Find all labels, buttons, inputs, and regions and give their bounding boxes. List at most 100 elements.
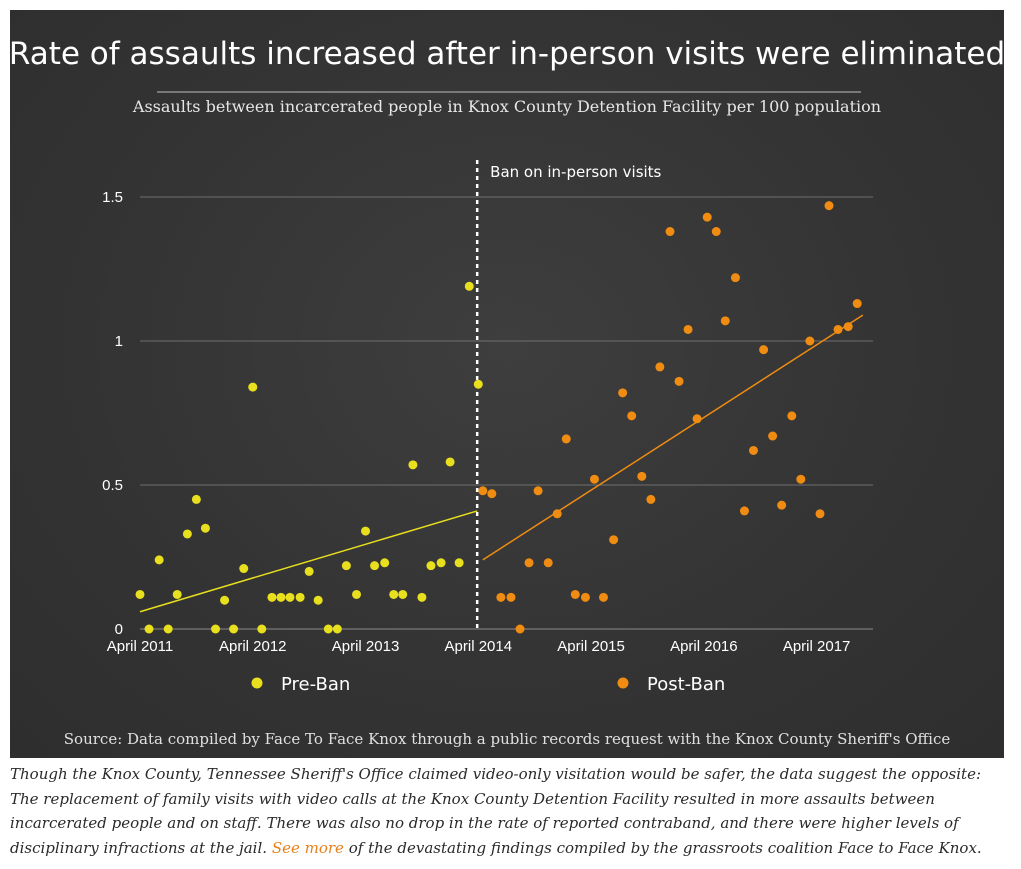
data-point — [436, 558, 446, 568]
data-point — [598, 592, 608, 602]
data-point — [833, 324, 843, 334]
data-point — [229, 624, 239, 634]
data-point — [182, 529, 192, 539]
data-point — [389, 589, 399, 599]
data-point — [163, 624, 173, 634]
data-point — [135, 589, 145, 599]
data-point — [589, 474, 599, 484]
data-point — [454, 558, 464, 568]
data-point — [739, 506, 749, 516]
data-point — [487, 489, 497, 499]
data-point — [426, 561, 436, 571]
data-point — [464, 281, 474, 291]
data-point — [824, 201, 834, 211]
data-point — [683, 324, 693, 334]
caption-text: Though the Knox County, Tennessee Sherif… — [10, 765, 982, 857]
data-point — [295, 592, 305, 602]
trend-line — [482, 314, 864, 561]
ban-annotation-label: Ban on in-person visits — [490, 163, 661, 181]
data-point — [618, 388, 628, 398]
data-point — [570, 589, 580, 599]
data-point — [313, 595, 323, 605]
data-point — [478, 486, 488, 496]
y-tick-label: 1.5 — [102, 189, 123, 206]
data-point — [787, 411, 797, 421]
data-point — [815, 509, 825, 519]
y-tick-label: 0 — [115, 621, 123, 638]
data-point — [852, 299, 862, 309]
x-tick-label: April 2012 — [219, 638, 287, 655]
data-point — [304, 566, 314, 576]
data-point — [341, 561, 351, 571]
data-point — [627, 411, 637, 421]
data-point — [777, 500, 787, 510]
data-point — [533, 486, 543, 496]
data-point — [524, 558, 534, 568]
data-point — [248, 382, 258, 392]
plot-area: 0 0.5 1 1.5 April 2011 April 2012 April 2013 Ap… — [102, 160, 873, 695]
data-point — [692, 414, 702, 424]
data-point — [805, 336, 815, 346]
data-point — [843, 322, 853, 332]
data-point — [445, 457, 455, 467]
x-tick-label: April 2016 — [670, 638, 738, 655]
data-point — [285, 592, 295, 602]
data-point — [473, 379, 483, 389]
data-point — [267, 592, 277, 602]
data-point — [352, 589, 362, 599]
data-point — [257, 624, 267, 634]
data-point — [144, 624, 154, 634]
data-point — [239, 564, 249, 574]
data-point — [380, 558, 390, 568]
y-tick-label: 0.5 — [102, 477, 123, 494]
chart-svg: Rate of assaults increased after in-pers… — [10, 36, 1004, 748]
data-point — [561, 434, 571, 444]
x-tick-label: April 2015 — [557, 638, 625, 655]
data-point — [408, 460, 418, 470]
data-point — [417, 592, 427, 602]
data-point — [332, 624, 342, 634]
data-point — [748, 445, 758, 455]
data-point — [211, 624, 221, 634]
data-point — [552, 509, 562, 519]
data-point — [172, 589, 182, 599]
chart-title: Rate of assaults increased after in-pers… — [10, 36, 1004, 72]
data-point — [154, 555, 164, 565]
caption-tail: of the devastating findings compiled by … — [348, 838, 982, 857]
legend-marker — [617, 677, 629, 689]
data-point — [543, 558, 553, 568]
legend-marker — [251, 677, 263, 689]
x-tick-label: April 2011 — [107, 638, 173, 655]
data-point — [702, 212, 712, 222]
data-point — [768, 431, 778, 441]
data-point — [200, 523, 210, 533]
see-more-link[interactable]: See more — [271, 838, 344, 857]
legend-label: Post-Ban — [647, 674, 725, 695]
data-point — [720, 316, 730, 326]
data-point — [665, 227, 675, 237]
data-point — [276, 592, 286, 602]
data-point — [398, 589, 408, 599]
data-point — [220, 595, 230, 605]
caption: Though the Knox County, Tennessee Sherif… — [10, 762, 1010, 860]
x-tick-label: April 2014 — [445, 638, 513, 655]
x-tick-label: April 2013 — [332, 638, 400, 655]
data-point — [515, 624, 525, 634]
data-point — [609, 535, 619, 545]
data-point — [796, 474, 806, 484]
data-point — [506, 592, 516, 602]
data-point — [191, 494, 201, 504]
data-point — [580, 592, 590, 602]
legend-label: Pre-Ban — [281, 674, 350, 695]
source-note: Source: Data compiled by Face To Face Kn… — [64, 730, 951, 748]
trend-line — [139, 510, 478, 613]
x-tick-label: April 2017 — [783, 638, 851, 655]
data-point — [496, 592, 506, 602]
data-point — [711, 227, 721, 237]
data-point — [361, 526, 371, 536]
chart-subtitle: Assaults between incarcerated people in … — [132, 97, 881, 116]
chart-figure: Rate of assaults increased after in-pers… — [10, 10, 1004, 758]
data-point — [646, 494, 656, 504]
data-point — [759, 345, 769, 355]
data-point — [370, 561, 380, 571]
